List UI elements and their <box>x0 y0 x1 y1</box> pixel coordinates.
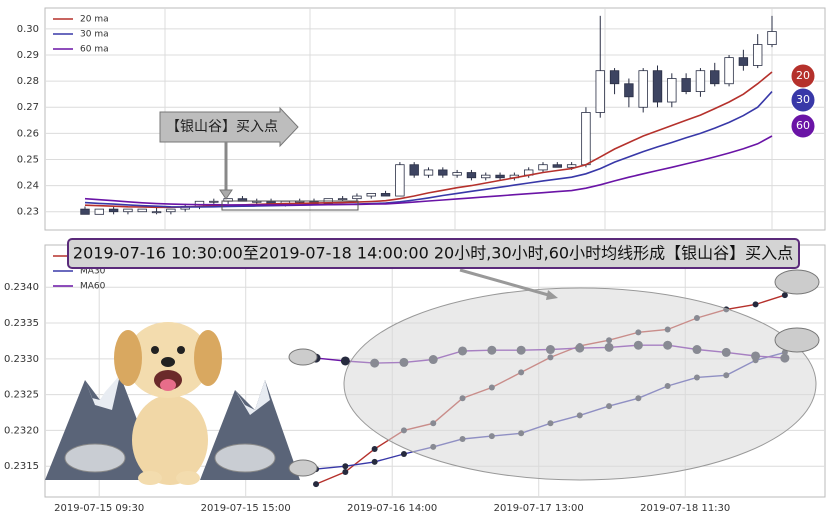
y-tick-label: 0.24 <box>17 181 39 192</box>
candle-body <box>695 70 706 92</box>
callout-arrowhead <box>219 189 233 200</box>
ma-point <box>371 458 378 465</box>
candle-body <box>667 78 677 103</box>
candle-body <box>409 164 419 176</box>
y-tick-label: 0.2315 <box>4 461 39 472</box>
candle-body <box>595 70 605 113</box>
candle-body <box>581 112 591 166</box>
ma-point <box>400 451 407 458</box>
ma-point <box>313 481 320 488</box>
candle-body <box>481 174 491 179</box>
ma-point <box>371 446 378 453</box>
y-tick-label: 0.25 <box>17 154 39 165</box>
ingots <box>288 269 820 477</box>
banner-text: 2019-07-16 10:30:00至2019-07-18 14:00:00 … <box>73 244 793 263</box>
x-tick-label: 2019-07-17 13:00 <box>494 503 584 514</box>
candle-body <box>724 57 734 85</box>
candle-body <box>123 208 133 213</box>
candle-body <box>738 57 749 66</box>
ma-point <box>342 463 349 470</box>
candle-body <box>566 164 577 168</box>
legend-label: 30 ma <box>80 30 109 40</box>
candle-body <box>423 169 434 176</box>
candle-body <box>495 174 505 179</box>
candle-body <box>337 198 348 201</box>
x-tick-label: 2019-07-18 11:30 <box>640 503 730 514</box>
ma-badge <box>790 87 816 113</box>
candle-body <box>151 211 162 214</box>
callout-text: 【银山谷】买入点 <box>166 119 278 135</box>
y-tick-label: 0.2335 <box>4 318 39 329</box>
candle-body <box>552 164 563 168</box>
candle-body <box>681 78 691 92</box>
legend-label: 20 ma <box>80 15 109 25</box>
y-tick-label: 0.30 <box>17 24 39 35</box>
ma-badge-label: 20 <box>796 69 810 82</box>
banner-arrowhead <box>546 290 558 300</box>
candle-body <box>108 208 119 213</box>
candle-body <box>752 44 763 66</box>
candle-body <box>395 164 405 197</box>
ma-badge-label: 30 <box>796 93 810 106</box>
y-tick-label: 0.26 <box>17 128 39 139</box>
ma-line <box>84 135 773 206</box>
y-tick-label: 0.29 <box>17 50 39 61</box>
candle-body <box>380 193 391 197</box>
candle-body <box>137 208 147 213</box>
banner-box <box>67 238 800 269</box>
candle-body <box>438 169 448 176</box>
legend-label: MA60 <box>80 282 106 292</box>
ma-line <box>84 91 773 208</box>
top-vertical-grid <box>164 8 773 230</box>
candle-body <box>209 200 219 203</box>
candle-body <box>80 208 90 215</box>
candle-body <box>366 193 376 197</box>
ma-badge <box>790 113 816 139</box>
ma-point <box>340 356 350 366</box>
legend-label: 60 ma <box>80 45 109 55</box>
ma-point <box>342 468 349 475</box>
y-tick-label: 0.27 <box>17 102 39 113</box>
ma-point <box>752 301 759 308</box>
dog <box>114 322 222 485</box>
mountains <box>45 375 300 480</box>
candle-body <box>352 195 362 200</box>
candle-body <box>538 164 548 171</box>
y-tick-label: 0.28 <box>17 76 39 87</box>
highlight-ellipse <box>343 287 817 481</box>
candle-body <box>624 83 634 98</box>
candle-body <box>452 172 462 176</box>
callout-box <box>159 106 299 148</box>
ma-badge-label: 60 <box>796 119 810 132</box>
candle-body <box>652 70 663 103</box>
y-tick-label: 0.2330 <box>4 354 39 365</box>
y-tick-label: 0.2325 <box>4 390 39 401</box>
candle-body <box>94 208 105 215</box>
ma-point <box>781 292 788 299</box>
y-tick-label: 0.23 <box>17 207 39 218</box>
candle-body <box>466 172 477 179</box>
legend-label: MA30 <box>80 267 106 277</box>
candle-body <box>710 70 720 85</box>
candle-body <box>609 70 620 85</box>
signal-box <box>221 200 359 211</box>
candle-body <box>638 70 648 108</box>
banner-arrow <box>459 268 553 298</box>
y-tick-label: 0.2320 <box>4 425 39 436</box>
y-tick-label: 0.2340 <box>4 282 39 293</box>
candle-body <box>166 208 176 213</box>
x-tick-label: 2019-07-15 09:30 <box>54 503 144 514</box>
x-tick-label: 2019-07-15 15:00 <box>201 503 291 514</box>
candle-body <box>767 31 777 45</box>
x-tick-label: 2019-07-16 14:00 <box>347 503 437 514</box>
